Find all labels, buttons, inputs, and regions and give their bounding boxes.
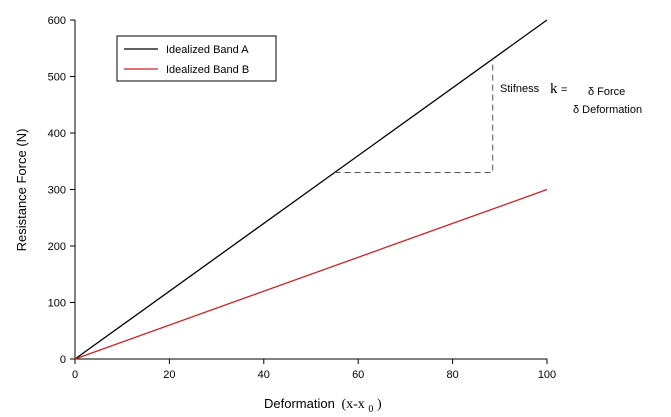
y-tick-label: 0 xyxy=(60,354,66,366)
x-axis-title-math: (x-x xyxy=(341,397,364,412)
y-ticks: 0 100 200 300 400 500 600 xyxy=(48,15,75,366)
series-layer xyxy=(74,19,548,360)
stiffness-equals: = xyxy=(561,84,567,96)
x-tick-label: 20 xyxy=(163,369,175,381)
stiffness-denominator: δ Deformation xyxy=(573,104,642,116)
x-tick-label: 100 xyxy=(538,369,556,381)
legend-box xyxy=(116,35,277,82)
legend-label-b: Idealized Band B xyxy=(166,64,249,76)
x-axis-title-text: Deformation xyxy=(264,396,335,411)
series-line-band-a xyxy=(74,19,548,360)
y-tick-label: 100 xyxy=(48,298,66,310)
stiffness-label: Stifness xyxy=(500,83,540,95)
y-tick-label: 200 xyxy=(48,241,66,253)
x-axis-title: Deformation (x-x 0 ) xyxy=(264,396,382,415)
stiffness-annotation: Stifness k = δ Force δ Deformation xyxy=(334,58,642,174)
stiffness-numerator: δ Force xyxy=(588,86,625,98)
x-tick-label: 40 xyxy=(258,369,270,381)
x-axis-title-close: ) xyxy=(377,397,382,412)
x-tick-label: 60 xyxy=(352,369,364,381)
y-tick-label: 400 xyxy=(48,128,66,140)
y-axis-title: Resistance Force (N) xyxy=(14,129,29,252)
y-tick-label: 600 xyxy=(48,15,66,27)
series-line-band-b xyxy=(74,188,548,360)
legend: Idealized Band A Idealized Band B xyxy=(116,35,277,82)
stiffness-k-symbol: k xyxy=(550,81,558,97)
legend-label-a: Idealized Band A xyxy=(166,44,249,56)
x-tick-label: 0 xyxy=(72,369,78,381)
stiffness-triangle xyxy=(334,58,494,174)
x-tick-label: 80 xyxy=(446,369,458,381)
x-ticks: 0 20 40 60 80 100 xyxy=(72,359,556,381)
y-tick-label: 500 xyxy=(48,72,66,84)
x-axis-title-subscript: 0 xyxy=(368,404,373,415)
y-tick-label: 300 xyxy=(48,185,66,197)
